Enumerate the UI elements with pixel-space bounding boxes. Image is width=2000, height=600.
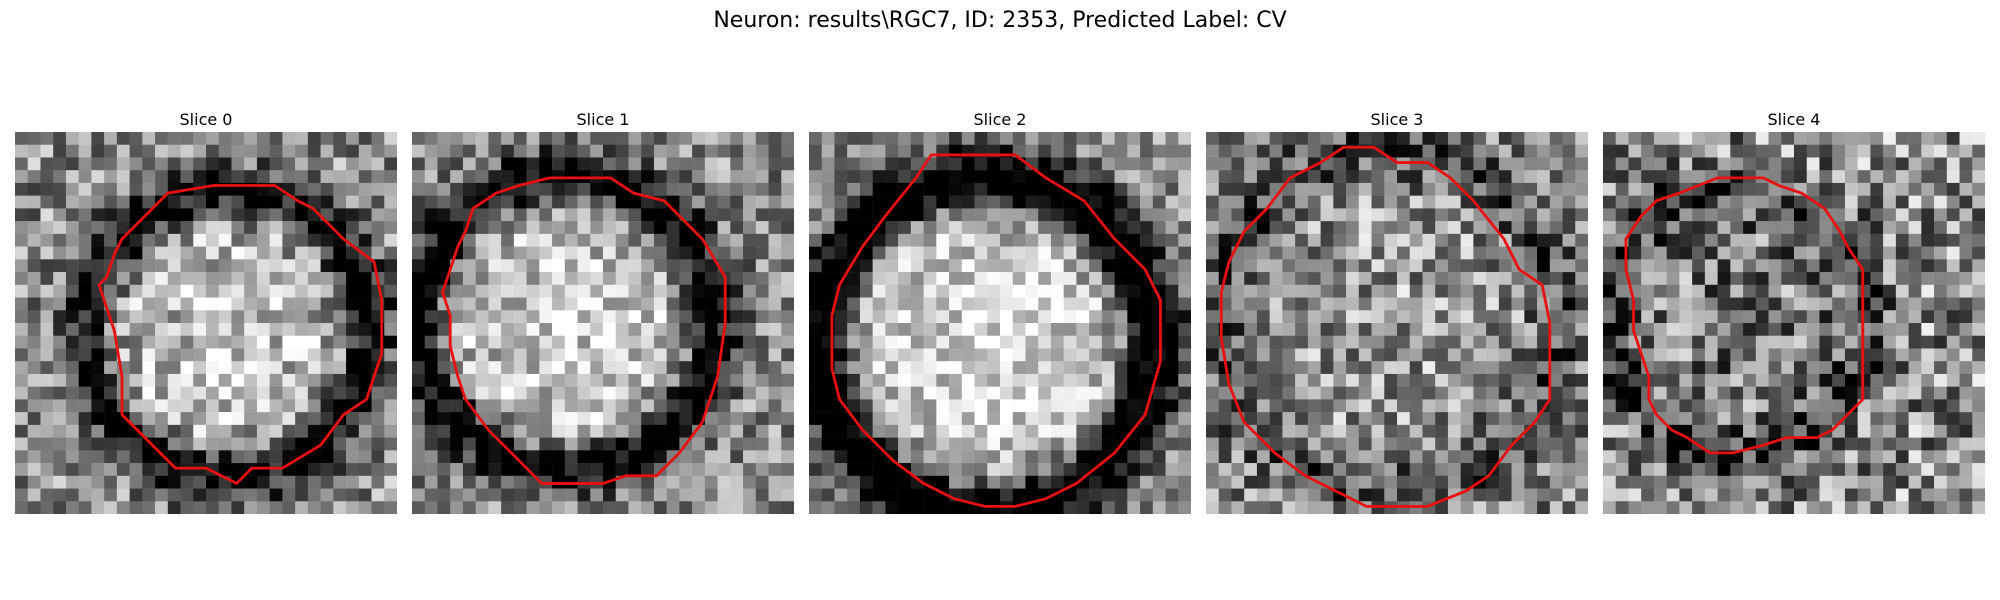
pixel-grid	[412, 132, 794, 514]
slice-title: Slice 2	[973, 110, 1027, 129]
slice-image	[412, 132, 794, 514]
slice-image	[1206, 132, 1588, 514]
slice-title: Slice 0	[179, 110, 233, 129]
segmentation-contour	[441, 176, 727, 485]
pixel-grid	[15, 132, 397, 514]
slice-title: Slice 1	[576, 110, 630, 129]
panel-slice-1: Slice 1	[412, 110, 794, 514]
slice-title: Slice 3	[1370, 110, 1424, 129]
figure-title: Neuron: results\RGC7, ID: 2353, Predicte…	[713, 8, 1287, 33]
panel-slice-2: Slice 2	[809, 110, 1191, 514]
segmentation-contour	[1624, 176, 1865, 455]
slice-image	[1603, 132, 1985, 514]
pixel-grid	[809, 132, 1191, 514]
slice-title: Slice 4	[1767, 110, 1821, 129]
segmentation-contour	[97, 184, 384, 486]
panel-slice-4: Slice 4	[1603, 110, 1985, 514]
segmentation-contour	[830, 153, 1162, 508]
segmentation-contour	[1219, 145, 1552, 508]
pixel-grid	[1206, 132, 1588, 514]
panel-slice-3: Slice 3	[1206, 110, 1588, 514]
slice-image	[15, 132, 397, 514]
panel-slice-0: Slice 0	[15, 110, 397, 514]
pixel-grid	[1603, 132, 1985, 514]
slice-image	[809, 132, 1191, 514]
